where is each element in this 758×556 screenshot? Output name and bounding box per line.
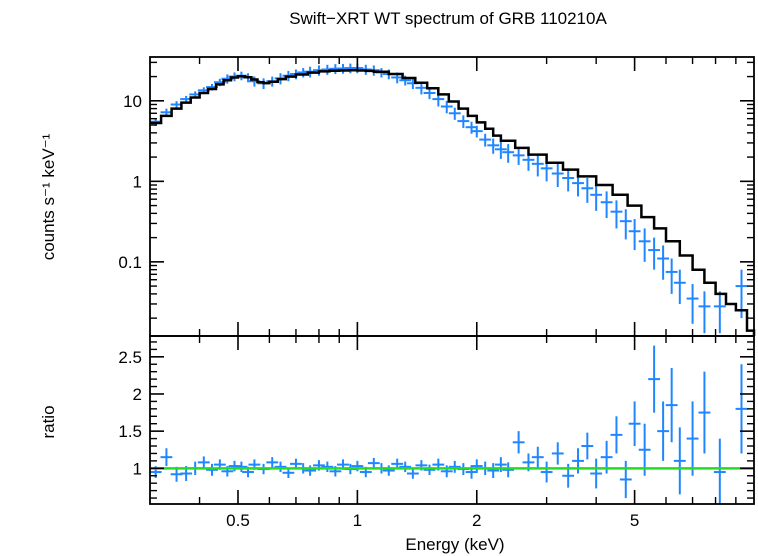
spectrum-data-point	[581, 177, 594, 203]
ratio-data-points	[150, 345, 748, 504]
spectrum-panel: 10 1 0.1 counts s⁻¹ keV⁻¹	[39, 56, 756, 337]
ratio-data-point	[266, 457, 279, 468]
ratio-data-point	[610, 416, 623, 454]
spectrum-data-point	[512, 147, 525, 165]
spectrum-data-point	[502, 144, 515, 163]
ratio-y-axis-label: ratio	[39, 405, 58, 438]
x-tick-label: 2	[472, 511, 481, 530]
ratio-data-point	[448, 460, 461, 473]
ratio-data-point	[487, 463, 500, 478]
spectrum-data-point	[415, 82, 428, 95]
x-axis-label: Energy (keV)	[405, 535, 504, 554]
ratio-data-point	[590, 458, 603, 489]
ratio-data-point	[512, 431, 525, 454]
spectrum-data-point	[638, 228, 651, 262]
ratio-data-point	[423, 464, 436, 476]
ratio-y-tick-label: 1.5	[118, 422, 142, 441]
ratio-data-point	[206, 463, 218, 476]
ratio-data-point	[648, 345, 661, 413]
ratio-plot-frame	[149, 335, 755, 505]
ratio-data-point	[665, 367, 678, 443]
ratio-data-point	[713, 438, 726, 504]
x-tick-label: 1	[353, 511, 362, 530]
ratio-data-point	[581, 432, 594, 460]
spectrum-data-point	[590, 183, 603, 211]
ratio-data-point	[274, 461, 287, 473]
ratio-data-point	[367, 457, 380, 469]
spectrum-data-point	[628, 219, 641, 251]
ratio-data-point	[551, 442, 564, 465]
spectrum-data-point	[657, 245, 670, 280]
spectrum-axis-ticks: 10 1 0.1	[118, 57, 754, 336]
spectrum-data-point	[440, 100, 453, 114]
chart-title: Swift−XRT WT spectrum of GRB 110210A	[289, 9, 607, 28]
ratio-data-point	[657, 401, 670, 461]
spectrum-data-point	[479, 133, 492, 147]
spectrum-data-point	[673, 269, 686, 304]
spectrum-y-tick-label: 10	[123, 92, 142, 111]
ratio-data-point	[686, 401, 699, 476]
ratio-data-point	[399, 461, 412, 473]
ratio-data-point	[531, 446, 544, 468]
ratio-y-tick-label: 2.5	[118, 348, 142, 367]
spectrum-data-point	[531, 154, 544, 177]
spectrum-data-point	[470, 125, 483, 138]
ratio-data-point	[628, 401, 641, 447]
ratio-axis-ticks: 1 1.5 2 2.5 0.5 1 2 5	[118, 336, 754, 530]
ratio-data-point	[406, 468, 419, 479]
spectrum-data-point	[551, 163, 564, 188]
ratio-y-tick-label: 2	[133, 385, 142, 404]
spectrum-y-tick-label: 1	[133, 172, 142, 191]
ratio-data-point	[235, 461, 248, 473]
spectrum-data-point	[423, 87, 436, 100]
ratio-data-point	[540, 461, 553, 483]
spectrum-data-point	[610, 200, 623, 229]
spectrum-data-point	[448, 107, 461, 120]
ratio-data-point	[321, 461, 334, 473]
spectrum-model-line	[150, 69, 756, 336]
spectrum-data-point	[562, 168, 575, 192]
spectrum-data-point	[487, 138, 500, 154]
spectrum-data-point	[686, 284, 699, 324]
ratio-data-point	[160, 448, 173, 467]
ratio-data-point	[735, 364, 748, 454]
spectrum-data-point	[494, 141, 507, 159]
spectrum-y-tick-label: 0.1	[118, 253, 142, 272]
x-tick-label: 0.5	[226, 511, 250, 530]
spectrum-data-point	[619, 209, 632, 240]
spectrum-data-point	[600, 191, 613, 219]
spectrum-data-point	[457, 115, 470, 128]
spectrum-y-axis-label: counts s⁻¹ keV⁻¹	[39, 133, 58, 260]
ratio-data-point	[698, 371, 711, 454]
spectrum-data-point	[713, 291, 726, 334]
ratio-data-point	[470, 459, 483, 473]
ratio-data-point	[502, 462, 515, 478]
ratio-y-tick-label: 1	[133, 459, 142, 478]
ratio-data-point	[197, 456, 210, 469]
spectrum-data-point	[665, 258, 678, 294]
ratio-panel: 1 1.5 2 2.5 0.5 1 2 5 ratio	[39, 335, 755, 530]
x-tick-label: 5	[630, 511, 639, 530]
spectrum-data-point	[698, 291, 711, 334]
ratio-data-point	[673, 427, 686, 495]
spectrum-data-point	[648, 237, 661, 270]
